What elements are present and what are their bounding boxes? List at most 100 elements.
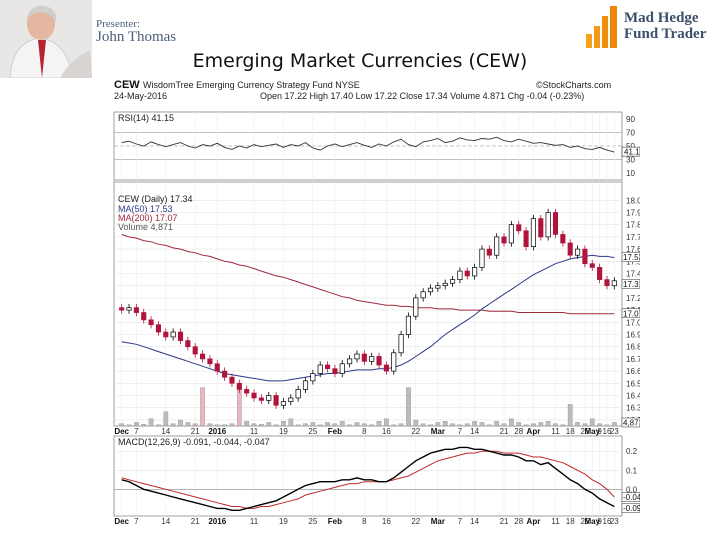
x-tick-label: 14 bbox=[161, 427, 170, 436]
legend-ma50: MA(50) 17.53 bbox=[118, 204, 173, 214]
x-tick-label: 7 bbox=[134, 517, 139, 526]
price-tick-label: 17.4 bbox=[626, 270, 640, 279]
volume-bar bbox=[310, 422, 316, 427]
candle-body bbox=[251, 392, 257, 399]
candle-body bbox=[575, 248, 581, 256]
x-tick-label: Apr bbox=[527, 517, 541, 526]
x-tick-label: 16 bbox=[603, 517, 612, 526]
candle-body bbox=[369, 356, 375, 362]
price-tick-label: 16.4 bbox=[626, 392, 640, 401]
volume-bar bbox=[391, 424, 397, 427]
volume-bar bbox=[538, 422, 544, 427]
candle-body bbox=[288, 397, 294, 402]
candle-body bbox=[207, 358, 213, 365]
volume-bar bbox=[398, 423, 404, 427]
legend-volume: Volume 4,871 bbox=[118, 222, 173, 232]
x-tick-label: 7 bbox=[458, 427, 463, 436]
candle-body bbox=[302, 380, 309, 390]
candle-body bbox=[295, 389, 301, 399]
candle-body bbox=[325, 364, 331, 370]
x-tick-label: 14 bbox=[470, 427, 479, 436]
x-tick-label: 18 bbox=[566, 427, 575, 436]
x-tick-label: Feb bbox=[328, 427, 342, 436]
macd-value-tag: -0.091 bbox=[623, 504, 640, 513]
x-tick-label: 21 bbox=[500, 517, 509, 526]
chart-date: 24-May-2016 bbox=[114, 91, 167, 101]
candle-body bbox=[486, 248, 492, 256]
x-tick-label: 25 bbox=[308, 427, 317, 436]
x-tick-label: 18 bbox=[566, 517, 575, 526]
x-tick-label: 11 bbox=[250, 427, 259, 436]
macd-signal-tag: -0.044 bbox=[623, 493, 640, 502]
volume-bar bbox=[413, 419, 419, 427]
candle-body bbox=[604, 279, 610, 287]
volume-bar bbox=[281, 421, 286, 427]
rsi-tick-label: 30 bbox=[626, 156, 635, 165]
volume-bar bbox=[192, 423, 198, 427]
candle-body bbox=[405, 315, 411, 335]
x-tick-label: 11 bbox=[551, 517, 560, 526]
x-tick-label: Dec bbox=[114, 517, 129, 526]
volume-bar bbox=[207, 423, 213, 427]
volume-bar bbox=[494, 421, 500, 427]
x-tick-label: Mar bbox=[431, 517, 445, 526]
rsi-tick-label: 50 bbox=[626, 142, 635, 151]
x-tick-label: 22 bbox=[411, 517, 420, 526]
candle-body bbox=[567, 242, 573, 256]
volume-bar bbox=[545, 421, 551, 427]
price-tick-label: 18.0 bbox=[626, 196, 640, 205]
volume-bar bbox=[516, 422, 522, 427]
candle-body bbox=[332, 368, 338, 374]
volume-bar bbox=[384, 418, 389, 427]
candle-body bbox=[427, 287, 434, 293]
macd-value-tag-box bbox=[621, 503, 640, 513]
candle-body bbox=[119, 307, 125, 311]
volume-bar bbox=[523, 424, 529, 427]
volume-bar bbox=[428, 424, 433, 427]
price-panel bbox=[113, 181, 623, 427]
volume-bar bbox=[553, 423, 558, 427]
x-tick-label: May bbox=[584, 427, 600, 436]
volume-bar bbox=[597, 423, 602, 427]
rsi-current-tag: 41.15 bbox=[624, 148, 640, 157]
volume-bar bbox=[560, 424, 566, 427]
volume-bar bbox=[163, 411, 169, 427]
candle-body bbox=[530, 218, 536, 248]
chart-fund-name: WisdomTree Emerging Currency Strategy Fu… bbox=[143, 80, 360, 90]
x-tick-label: 14 bbox=[470, 517, 479, 526]
candle-body bbox=[479, 248, 485, 268]
candle-body bbox=[133, 307, 139, 313]
candle-body bbox=[339, 363, 345, 374]
candle-body bbox=[148, 319, 154, 326]
x-tick-label: 21 bbox=[500, 427, 509, 436]
x-tick-label: 19 bbox=[279, 517, 288, 526]
slide-title: Emerging Market Currencies (CEW) bbox=[192, 50, 528, 72]
volume-bar bbox=[501, 423, 507, 427]
candle-body bbox=[126, 307, 132, 311]
candle-body bbox=[538, 218, 544, 238]
volume-bar bbox=[156, 424, 161, 427]
ma50-tag-box bbox=[621, 252, 640, 262]
x-tick-label: 9 bbox=[597, 517, 602, 526]
candle-body bbox=[516, 224, 522, 232]
volume-bar bbox=[442, 421, 448, 427]
price-tick-label: 16.8 bbox=[626, 343, 640, 352]
candle-body bbox=[280, 401, 286, 406]
macd-line bbox=[121, 446, 615, 511]
volume-tag-box bbox=[621, 417, 640, 428]
logo-bars-icon bbox=[586, 6, 617, 48]
cew-stock-chart: CEW WisdomTree Emerging Currency Strateg… bbox=[110, 78, 640, 530]
volume-bar bbox=[325, 422, 330, 427]
x-tick-label: 23 bbox=[610, 517, 619, 526]
volume-bar bbox=[295, 424, 301, 427]
volume-bar bbox=[589, 418, 595, 427]
x-tick-label: 8 bbox=[362, 517, 367, 526]
volume-bar bbox=[119, 423, 125, 427]
volume-bar bbox=[567, 404, 573, 427]
volume-bar bbox=[361, 423, 367, 427]
x-tick-label: 9 bbox=[597, 427, 602, 436]
candle-body bbox=[273, 395, 279, 406]
volume-bar bbox=[229, 423, 235, 427]
volume-bar bbox=[611, 422, 617, 427]
candle-body bbox=[494, 236, 500, 256]
